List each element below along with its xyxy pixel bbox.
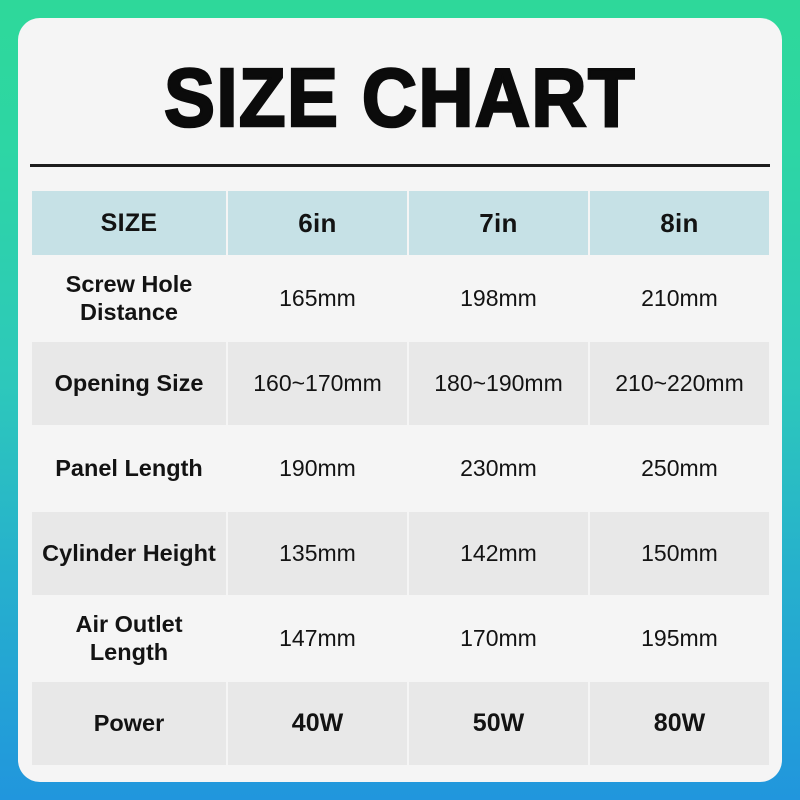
row-label-air-outlet-length: Air Outlet Length <box>32 597 226 680</box>
row-label-cylinder-height: Cylinder Height <box>32 512 226 595</box>
cell-screw-hole-distance-6in: 165mm <box>228 257 407 340</box>
cell-opening-size-7in: 180~190mm <box>409 342 588 425</box>
size-chart-table-wrapper: SIZE 6in 7in 8in Screw Hole Distance 165… <box>30 189 770 767</box>
page-title: SIZE CHART <box>163 51 636 144</box>
cell-opening-size-6in: 160~170mm <box>228 342 407 425</box>
row-label-power: Power <box>32 682 226 765</box>
cell-air-outlet-length-8in: 195mm <box>590 597 769 680</box>
cell-cylinder-height-8in: 150mm <box>590 512 769 595</box>
cell-power-7in: 50W <box>409 682 588 765</box>
cell-opening-size-8in: 210~220mm <box>590 342 769 425</box>
cell-power-8in: 80W <box>590 682 769 765</box>
column-header-8in: 8in <box>590 191 769 255</box>
column-header-6in: 6in <box>228 191 407 255</box>
cell-power-6in: 40W <box>228 682 407 765</box>
title-divider-rule <box>30 164 770 167</box>
cell-screw-hole-distance-8in: 210mm <box>590 257 769 340</box>
table-row: Panel Length 190mm 230mm 250mm <box>32 427 769 510</box>
cell-cylinder-height-7in: 142mm <box>409 512 588 595</box>
cell-screw-hole-distance-7in: 198mm <box>409 257 588 340</box>
content-card: SIZE CHART SIZE 6in 7in 8in <box>18 18 782 782</box>
column-header-size: SIZE <box>32 191 226 255</box>
cell-air-outlet-length-6in: 147mm <box>228 597 407 680</box>
table-body: Screw Hole Distance 165mm 198mm 210mm Op… <box>32 257 769 765</box>
cell-cylinder-height-6in: 135mm <box>228 512 407 595</box>
table-row: Air Outlet Length 147mm 170mm 195mm <box>32 597 769 680</box>
column-header-7in: 7in <box>409 191 588 255</box>
row-label-screw-hole-distance: Screw Hole Distance <box>32 257 226 340</box>
cell-panel-length-6in: 190mm <box>228 427 407 510</box>
table-row: Screw Hole Distance 165mm 198mm 210mm <box>32 257 769 340</box>
size-chart-table: SIZE 6in 7in 8in Screw Hole Distance 165… <box>30 189 771 767</box>
cell-air-outlet-length-7in: 170mm <box>409 597 588 680</box>
table-row: Opening Size 160~170mm 180~190mm 210~220… <box>32 342 769 425</box>
table-row: Cylinder Height 135mm 142mm 150mm <box>32 512 769 595</box>
cell-panel-length-7in: 230mm <box>409 427 588 510</box>
row-label-panel-length: Panel Length <box>32 427 226 510</box>
table-row: Power 40W 50W 80W <box>32 682 769 765</box>
table-header-row: SIZE 6in 7in 8in <box>32 191 769 255</box>
cell-panel-length-8in: 250mm <box>590 427 769 510</box>
table-header: SIZE 6in 7in 8in <box>32 191 769 255</box>
row-label-opening-size: Opening Size <box>32 342 226 425</box>
